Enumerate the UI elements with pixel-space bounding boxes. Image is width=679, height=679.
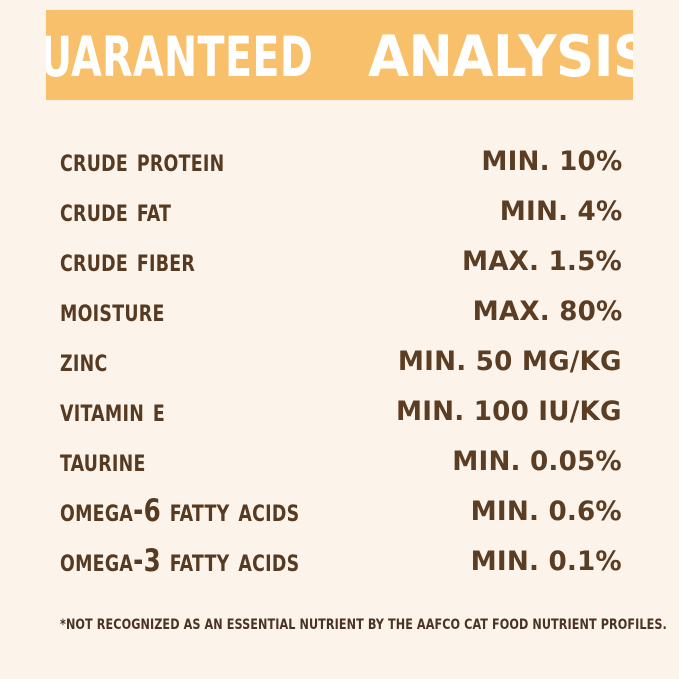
nutrient-label: Zinc: [60, 342, 108, 379]
table-row: Crude Protein MIN. 10%: [60, 136, 622, 186]
footnote: *NOT RECOGNIZED AS AN ESSENTIAL NUTRIENT…: [60, 617, 667, 633]
nutrient-value: MIN. 0.6%: [470, 495, 622, 527]
nutrient-label: Crude Fiber: [60, 242, 196, 279]
page-title-word-analysis: ANALYSIS: [367, 23, 633, 90]
table-row: Moisture MAX. 80%: [60, 286, 622, 336]
nutrient-value: MIN. 4%: [499, 195, 622, 227]
nutrient-value: MIN. 0.1%: [470, 545, 622, 577]
nutrient-label: Vitamin E: [60, 392, 166, 429]
nutrient-label: Crude Fat: [60, 192, 172, 229]
table-row: Vitamin E MIN. 100 IU/KG: [60, 386, 622, 436]
table-row: Crude Fat MIN. 4%: [60, 186, 622, 236]
nutrient-value: MIN. 50 MG/KG: [398, 345, 622, 377]
table-row: Crude Fiber MAX. 1.5%: [60, 236, 622, 286]
nutrient-value: MAX. 1.5%: [462, 245, 622, 277]
nutrient-label: Crude Protein: [60, 142, 225, 179]
header-banner: GUARANTEED ANALYSIS: [46, 10, 633, 100]
nutrient-value: MAX. 80%: [472, 295, 622, 327]
page-title: GUARANTEED ANALYSIS: [46, 23, 633, 90]
nutrient-label: Omega-3 Fatty Acids: [60, 542, 300, 579]
nutrient-value: MIN. 0.05%: [452, 445, 622, 477]
nutrient-value: MIN. 100 IU/KG: [396, 395, 622, 427]
table-row: Omega-6 Fatty Acids MIN. 0.6%: [60, 486, 622, 536]
page-title-word-guaranteed: GUARANTEED: [46, 24, 314, 89]
nutrient-label: Moisture: [60, 292, 165, 329]
table-row: Omega-3 Fatty Acids MIN. 0.1%: [60, 536, 622, 586]
nutrient-label: Omega-6 Fatty Acids: [60, 492, 300, 529]
nutrient-table: Crude Protein MIN. 10% Crude Fat MIN. 4%…: [60, 136, 622, 586]
table-row: Zinc MIN. 50 MG/KG: [60, 336, 622, 386]
table-row: taurine MIN. 0.05%: [60, 436, 622, 486]
nutrient-label: taurine: [60, 442, 146, 479]
nutrient-value: MIN. 10%: [480, 145, 622, 177]
